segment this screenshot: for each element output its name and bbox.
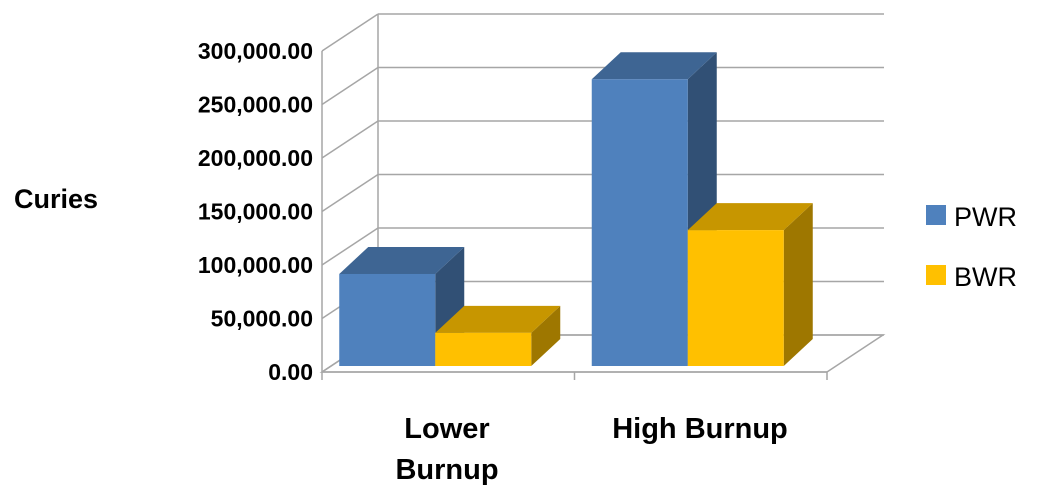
bar-top [591,52,717,80]
legend-label: BWR [954,262,1017,292]
bar-side [783,203,813,366]
y-tick-label: 50,000.00 [211,306,313,332]
y-tick-label: 100,000.00 [198,252,313,278]
x-tick-label-line: Burnup [395,454,498,486]
y-axis-label: Curies [14,184,98,214]
chart-axes: 0.00 50,000.00 100,000.00 150,000.00 200,000… [198,38,828,486]
gridline-depth [321,227,379,266]
bar [687,230,784,366]
bar [339,273,436,366]
y-tick-label: 0.00 [268,359,313,385]
legend-label: PWR [954,202,1017,232]
legend-swatch [926,205,946,225]
y-tick-label: 300,000.00 [198,38,313,64]
y-tick-label: 250,000.00 [198,92,313,118]
y-tick-label: 150,000.00 [198,199,313,225]
gridline-depth [321,120,379,159]
bar-top [687,203,813,231]
chart-legend: PWR BWR [926,202,1017,292]
bar-side [531,305,561,366]
bar-top [435,305,561,333]
bar [591,79,688,367]
gridline-depth [321,13,379,52]
bar [435,332,532,366]
x-tick-label-line: High Burnup [612,413,788,445]
x-tick-label-line: Lower [404,413,489,445]
legend-swatch [926,265,946,285]
y-tick-label: 200,000.00 [198,145,313,171]
bar-top [339,246,465,274]
x-tick-label: High Burnup [612,413,788,445]
gridline-depth [321,66,379,106]
gridline-depth [321,173,379,213]
x-tick-label: Lower Burnup [395,413,498,486]
chart-bars [339,52,813,367]
